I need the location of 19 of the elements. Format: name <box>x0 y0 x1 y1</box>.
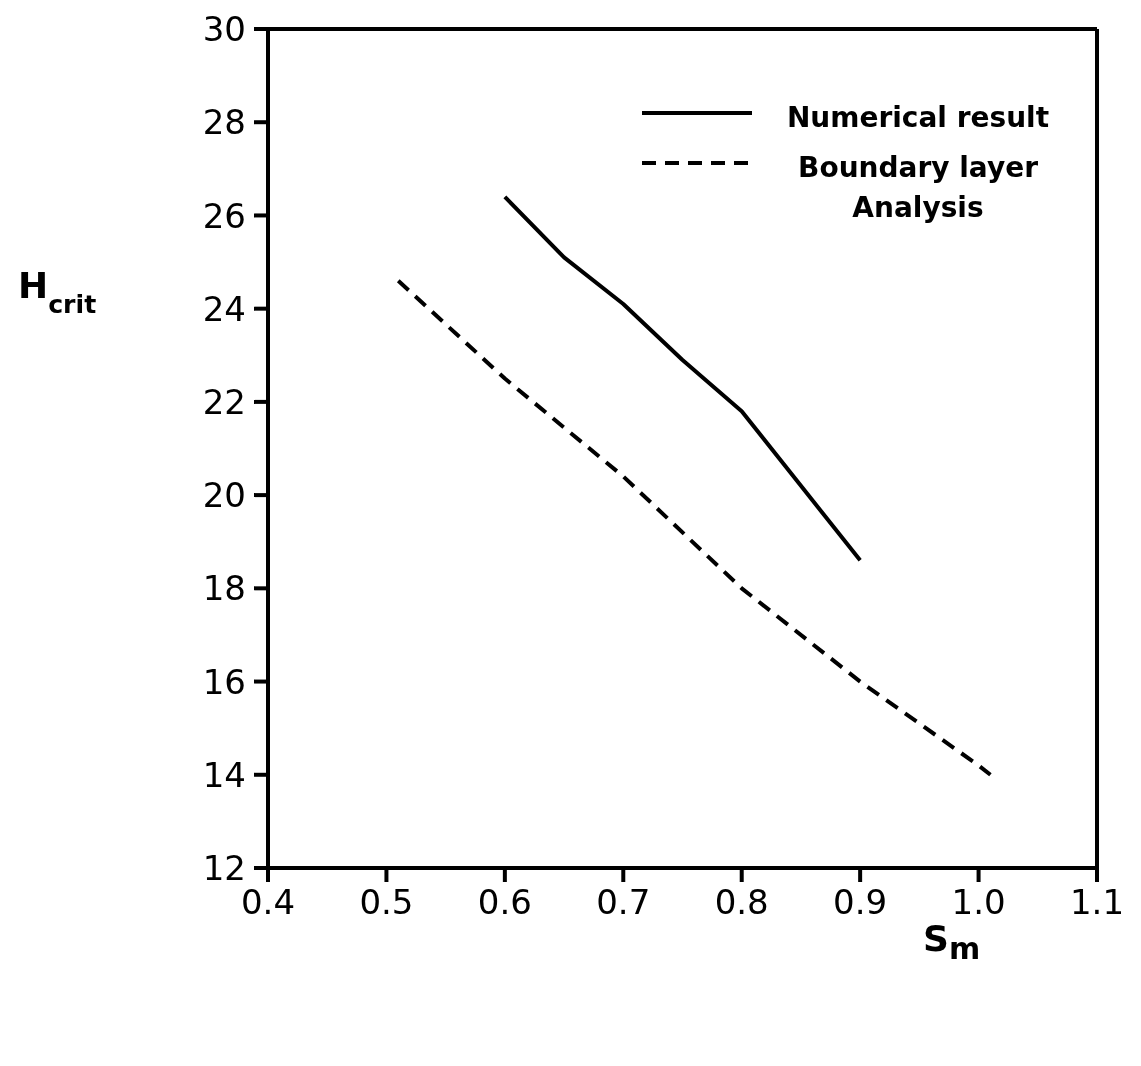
y-tick-label: 26 <box>202 195 246 236</box>
y-axis-title: H$_{crit}$ <box>18 265 97 319</box>
x-tick-label: 0.9 <box>833 882 888 923</box>
x-tick-label: 0.6 <box>477 882 532 923</box>
legend-label: Numerical result <box>785 100 1051 136</box>
y-tick-label: 20 <box>202 475 246 516</box>
x-tick-label: 0.7 <box>596 882 651 923</box>
y-tick-label: 18 <box>202 568 246 609</box>
x-tick-label: 0.8 <box>714 882 769 923</box>
y-tick-label: 28 <box>202 102 246 143</box>
x-tick-label: 1.1 <box>1069 882 1125 923</box>
line-series <box>396 278 993 777</box>
y-tick-label: 14 <box>202 754 246 795</box>
y-tick-label: 30 <box>202 9 246 50</box>
y-tick-label: 24 <box>202 288 246 329</box>
y-tick-label: 16 <box>202 661 246 702</box>
y-tick-label: 22 <box>202 381 246 422</box>
x-tick-label: 0.5 <box>359 882 414 923</box>
legend-label: Boundary layer Analysis <box>797 150 1039 226</box>
